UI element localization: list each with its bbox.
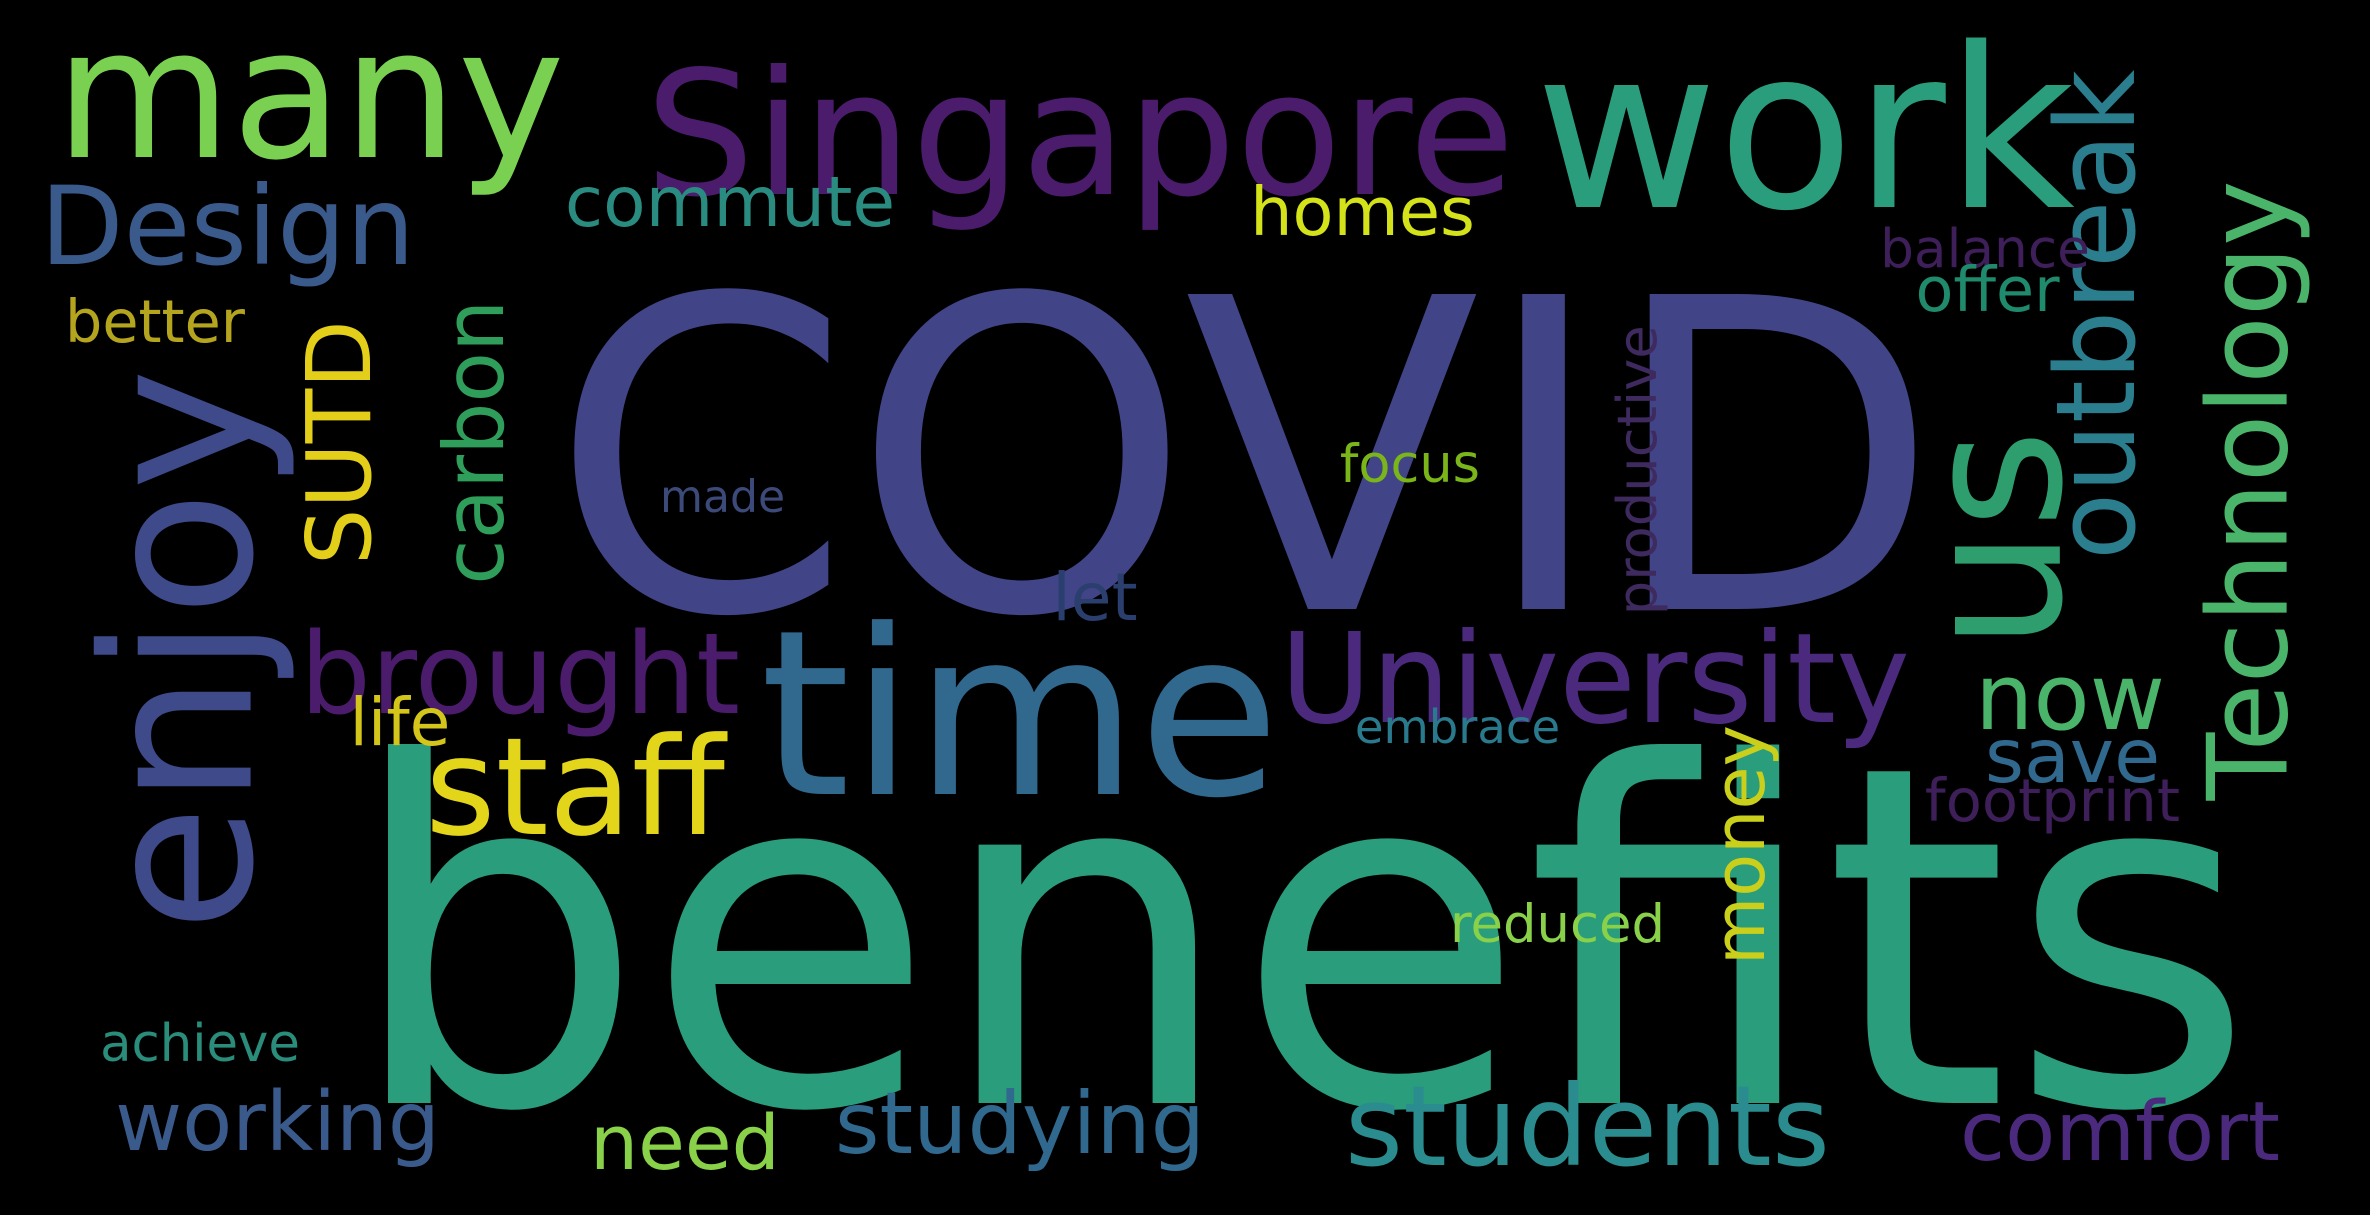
word-productive: productive [1605, 325, 1669, 615]
word-money: money [1699, 725, 1782, 965]
word-homes: homes [1250, 173, 1475, 251]
word-sutd: SUTD [287, 319, 392, 566]
word-benefits: benefits [345, 664, 2255, 1215]
word-commute: commute [564, 161, 896, 243]
word-comfort: comfort [1960, 1084, 2281, 1180]
word-staff: staff [425, 707, 725, 866]
word-time: time [760, 580, 1281, 849]
word-need: need [590, 1097, 780, 1187]
word-embrace: embrace [1354, 700, 1561, 755]
word-studying: studying [834, 1074, 1206, 1175]
word-technology: Technology [2184, 179, 2314, 800]
word-offer: offer [1915, 254, 2060, 326]
word-better: better [65, 287, 245, 357]
word-enjoy: enjoy [58, 368, 300, 932]
word-life: life [349, 683, 451, 762]
word-working: working [115, 1074, 440, 1170]
word-work: work [1535, 0, 2075, 260]
word-now: now [1975, 643, 2166, 751]
word-balance: balance [1880, 218, 2090, 281]
word-reduced: reduced [1450, 893, 1666, 955]
word-carbon: carbon [426, 300, 523, 586]
word-university: University [1280, 606, 1911, 752]
word-design: Design [40, 163, 415, 291]
word-focus: focus [1339, 433, 1480, 495]
word-many: many [55, 0, 565, 201]
word-brought: brought [299, 610, 741, 740]
word-made: made [660, 471, 786, 523]
word-students: students [1344, 1061, 1831, 1192]
word-footprint: footprint [1924, 765, 2181, 835]
word-covid: COVID [550, 208, 1940, 711]
word-save: save [1985, 713, 2161, 801]
word-singapore: Singapore [645, 33, 1515, 235]
word-achieve: achieve [100, 1014, 300, 1075]
word-let: let [1052, 558, 1138, 637]
